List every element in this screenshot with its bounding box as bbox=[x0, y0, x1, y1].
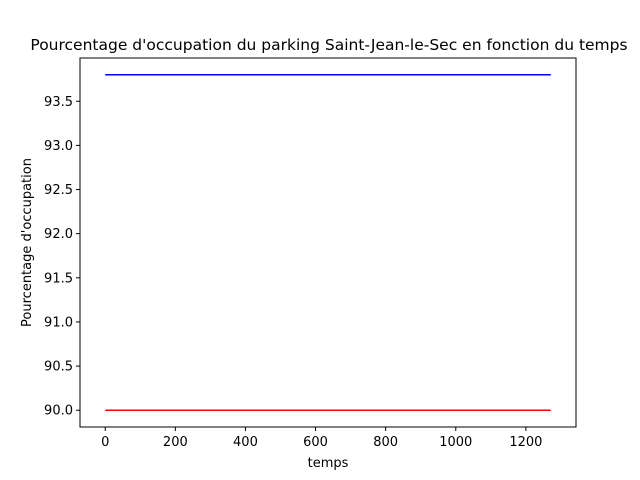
chart-title: Pourcentage d'occupation du parking Sain… bbox=[30, 36, 627, 54]
y-tick-label: 90.5 bbox=[44, 360, 73, 375]
y-tick-label: 91.0 bbox=[44, 315, 73, 330]
x-tick-label: 600 bbox=[303, 435, 328, 450]
x-axis-ticks: 0 200 400 600 800 1000 1200 bbox=[101, 427, 542, 450]
x-tick-label: 200 bbox=[163, 435, 188, 450]
x-tick-label: 1000 bbox=[439, 435, 472, 450]
x-axis-label: temps bbox=[308, 456, 349, 471]
y-tick-label: 93.5 bbox=[44, 95, 73, 110]
y-tick-label: 93.0 bbox=[44, 139, 73, 154]
x-tick-label: 1200 bbox=[509, 435, 542, 450]
y-axis-ticks: 90.0 90.5 91.0 91.5 92.0 92.5 93.0 93.5 bbox=[44, 95, 80, 419]
y-tick-label: 92.0 bbox=[44, 227, 73, 242]
plot-frame bbox=[79, 57, 577, 428]
y-tick-label: 90.0 bbox=[44, 404, 73, 419]
y-tick-label: 91.5 bbox=[44, 271, 73, 286]
series-layer bbox=[105, 74, 551, 411]
y-axis-label: Pourcentage d'occupation bbox=[20, 158, 35, 327]
x-tick-label: 0 bbox=[101, 435, 109, 450]
x-tick-label: 400 bbox=[233, 435, 258, 450]
y-tick-label: 92.5 bbox=[44, 183, 73, 198]
x-tick-label: 800 bbox=[373, 435, 398, 450]
